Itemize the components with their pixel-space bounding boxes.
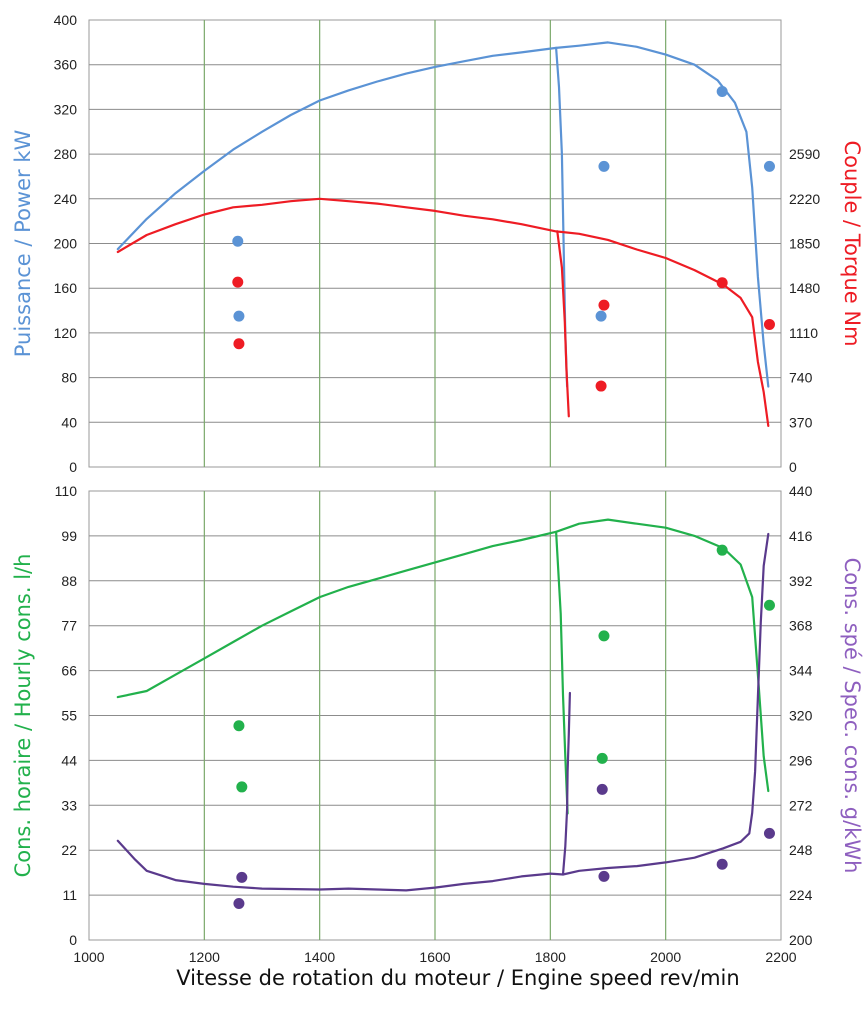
bottom-series-point-5 [596, 783, 608, 795]
top-series-point-4 [763, 160, 775, 172]
bottom-right-tick-label: 200 [789, 932, 813, 948]
bottom-series-point-5 [236, 871, 248, 883]
bottom-left-tick-label: 55 [61, 708, 77, 724]
top-series-point-5 [716, 277, 728, 289]
top-left-tick-label: 320 [54, 101, 78, 117]
top-left-tick-label: 280 [54, 146, 78, 162]
x-tick-label: 1200 [189, 949, 220, 965]
top-series-point-5 [233, 338, 245, 350]
top-series-point-4 [716, 86, 728, 98]
bottom-left-tick-label: 88 [61, 573, 77, 589]
x-tick-label: 2000 [650, 949, 681, 965]
top-right-tick-label: 2590 [789, 146, 820, 162]
bottom-right-tick-label: 416 [789, 528, 813, 544]
consumption-panel: 0 11 22 33 44 55 66 77 88 99 110 200 224 248 272 296 320… [11, 483, 864, 965]
top-left-tick-label: 160 [54, 280, 78, 296]
top-right-tick-label: 1110 [789, 325, 818, 341]
top-right-tick-label: 370 [789, 414, 813, 430]
top-left-tick-label: 120 [54, 325, 78, 341]
bottom-series-line-0 [116, 518, 770, 793]
bottom-series-line-2 [116, 532, 770, 892]
bottom-series-line-1 [555, 530, 569, 815]
bottom-series-point-4 [716, 544, 728, 556]
bottom-left-tick-label: 33 [61, 797, 77, 813]
bottom-series-point-4 [236, 781, 248, 793]
x-tick-label: 1600 [419, 949, 450, 965]
top-left-tick-label: 80 [61, 370, 77, 386]
bottom-left-tick-label: 77 [61, 618, 77, 634]
bottom-left-axis-label: Cons. horaire / Hourly cons. l/h [11, 554, 35, 878]
bottom-series-point-4 [233, 720, 245, 732]
bottom-right-tick-label: 248 [789, 842, 813, 858]
top-left-tick-label: 40 [61, 414, 77, 430]
top-left-axis-label: Puissance / Power kW [11, 130, 35, 358]
bottom-series-point-5 [598, 870, 610, 882]
bottom-left-tick-label: 22 [61, 842, 77, 858]
bottom-right-tick-label: 440 [789, 483, 813, 499]
top-right-axis-label: Couple / Torque Nm [840, 140, 864, 346]
bottom-right-tick-label: 224 [789, 887, 813, 903]
bottom-right-tick-label: 320 [789, 708, 813, 724]
bottom-right-axis-label: Cons. spé / Spec. cons. g/kWh [840, 558, 864, 874]
bottom-series-point-5 [233, 898, 245, 910]
bottom-right-tick-label: 368 [789, 618, 813, 634]
bottom-right-tick-label: 392 [789, 573, 813, 589]
top-series-point-5 [598, 299, 610, 311]
bottom-left-tick-label: 11 [62, 887, 77, 903]
power-torque-panel: 0 40 80 120 160 200 240 280 320 360 400 0 370 740 1110… [11, 12, 864, 475]
bottom-series-line-3 [561, 691, 571, 876]
bottom-right-tick-label: 296 [789, 752, 813, 768]
top-right-tick-label: 2220 [789, 191, 820, 207]
top-series-point-5 [763, 318, 775, 330]
top-series-point-5 [595, 380, 607, 392]
top-series-point-4 [598, 160, 610, 172]
top-series-line-0 [116, 41, 770, 388]
x-tick-label: 1000 [73, 949, 104, 965]
bottom-right-tick-label: 344 [789, 663, 813, 679]
bottom-left-tick-label: 110 [55, 483, 78, 499]
bottom-series-point-4 [763, 599, 775, 611]
bottom-left-tick-label: 44 [61, 752, 77, 768]
bottom-series-point-5 [716, 858, 728, 870]
top-series-line-2 [116, 197, 770, 427]
top-series-point-4 [595, 310, 607, 322]
top-right-tick-label: 1480 [789, 280, 820, 296]
bottom-series-point-4 [598, 630, 610, 642]
x-tick-label: 1800 [535, 949, 566, 965]
top-series-line-3 [556, 230, 570, 418]
top-series-point-4 [233, 310, 245, 322]
top-left-tick-label: 400 [54, 12, 78, 28]
top-series-point-5 [232, 276, 244, 288]
top-left-tick-label: 360 [54, 57, 78, 73]
bottom-left-tick-label: 66 [61, 663, 77, 679]
top-left-tick-label: 240 [54, 191, 78, 207]
x-tick-label: 2200 [765, 949, 796, 965]
bottom-left-tick-label: 0 [69, 932, 77, 948]
x-axis-label: Vitesse de rotation du moteur / Engine s… [176, 966, 739, 990]
top-left-tick-label: 0 [69, 459, 77, 475]
top-right-tick-label: 0 [789, 459, 797, 475]
bottom-series-point-5 [763, 827, 775, 839]
bottom-right-tick-label: 272 [789, 797, 813, 813]
x-tick-label: 1400 [304, 949, 335, 965]
top-left-tick-label: 200 [54, 236, 78, 252]
top-series-point-4 [232, 235, 244, 247]
bottom-series-point-4 [596, 752, 608, 764]
top-right-tick-label: 1850 [789, 236, 820, 252]
top-right-tick-label: 740 [789, 370, 813, 386]
bottom-left-tick-label: 99 [61, 528, 77, 544]
